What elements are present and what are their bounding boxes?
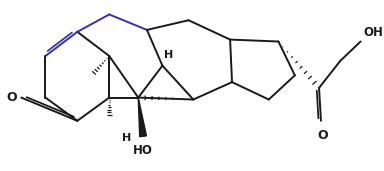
Text: H: H [122, 133, 131, 143]
Polygon shape [138, 98, 146, 137]
Text: H: H [164, 50, 174, 60]
Text: O: O [7, 91, 17, 104]
Text: OH: OH [364, 26, 383, 39]
Text: O: O [318, 129, 328, 142]
Text: HO: HO [133, 144, 153, 157]
